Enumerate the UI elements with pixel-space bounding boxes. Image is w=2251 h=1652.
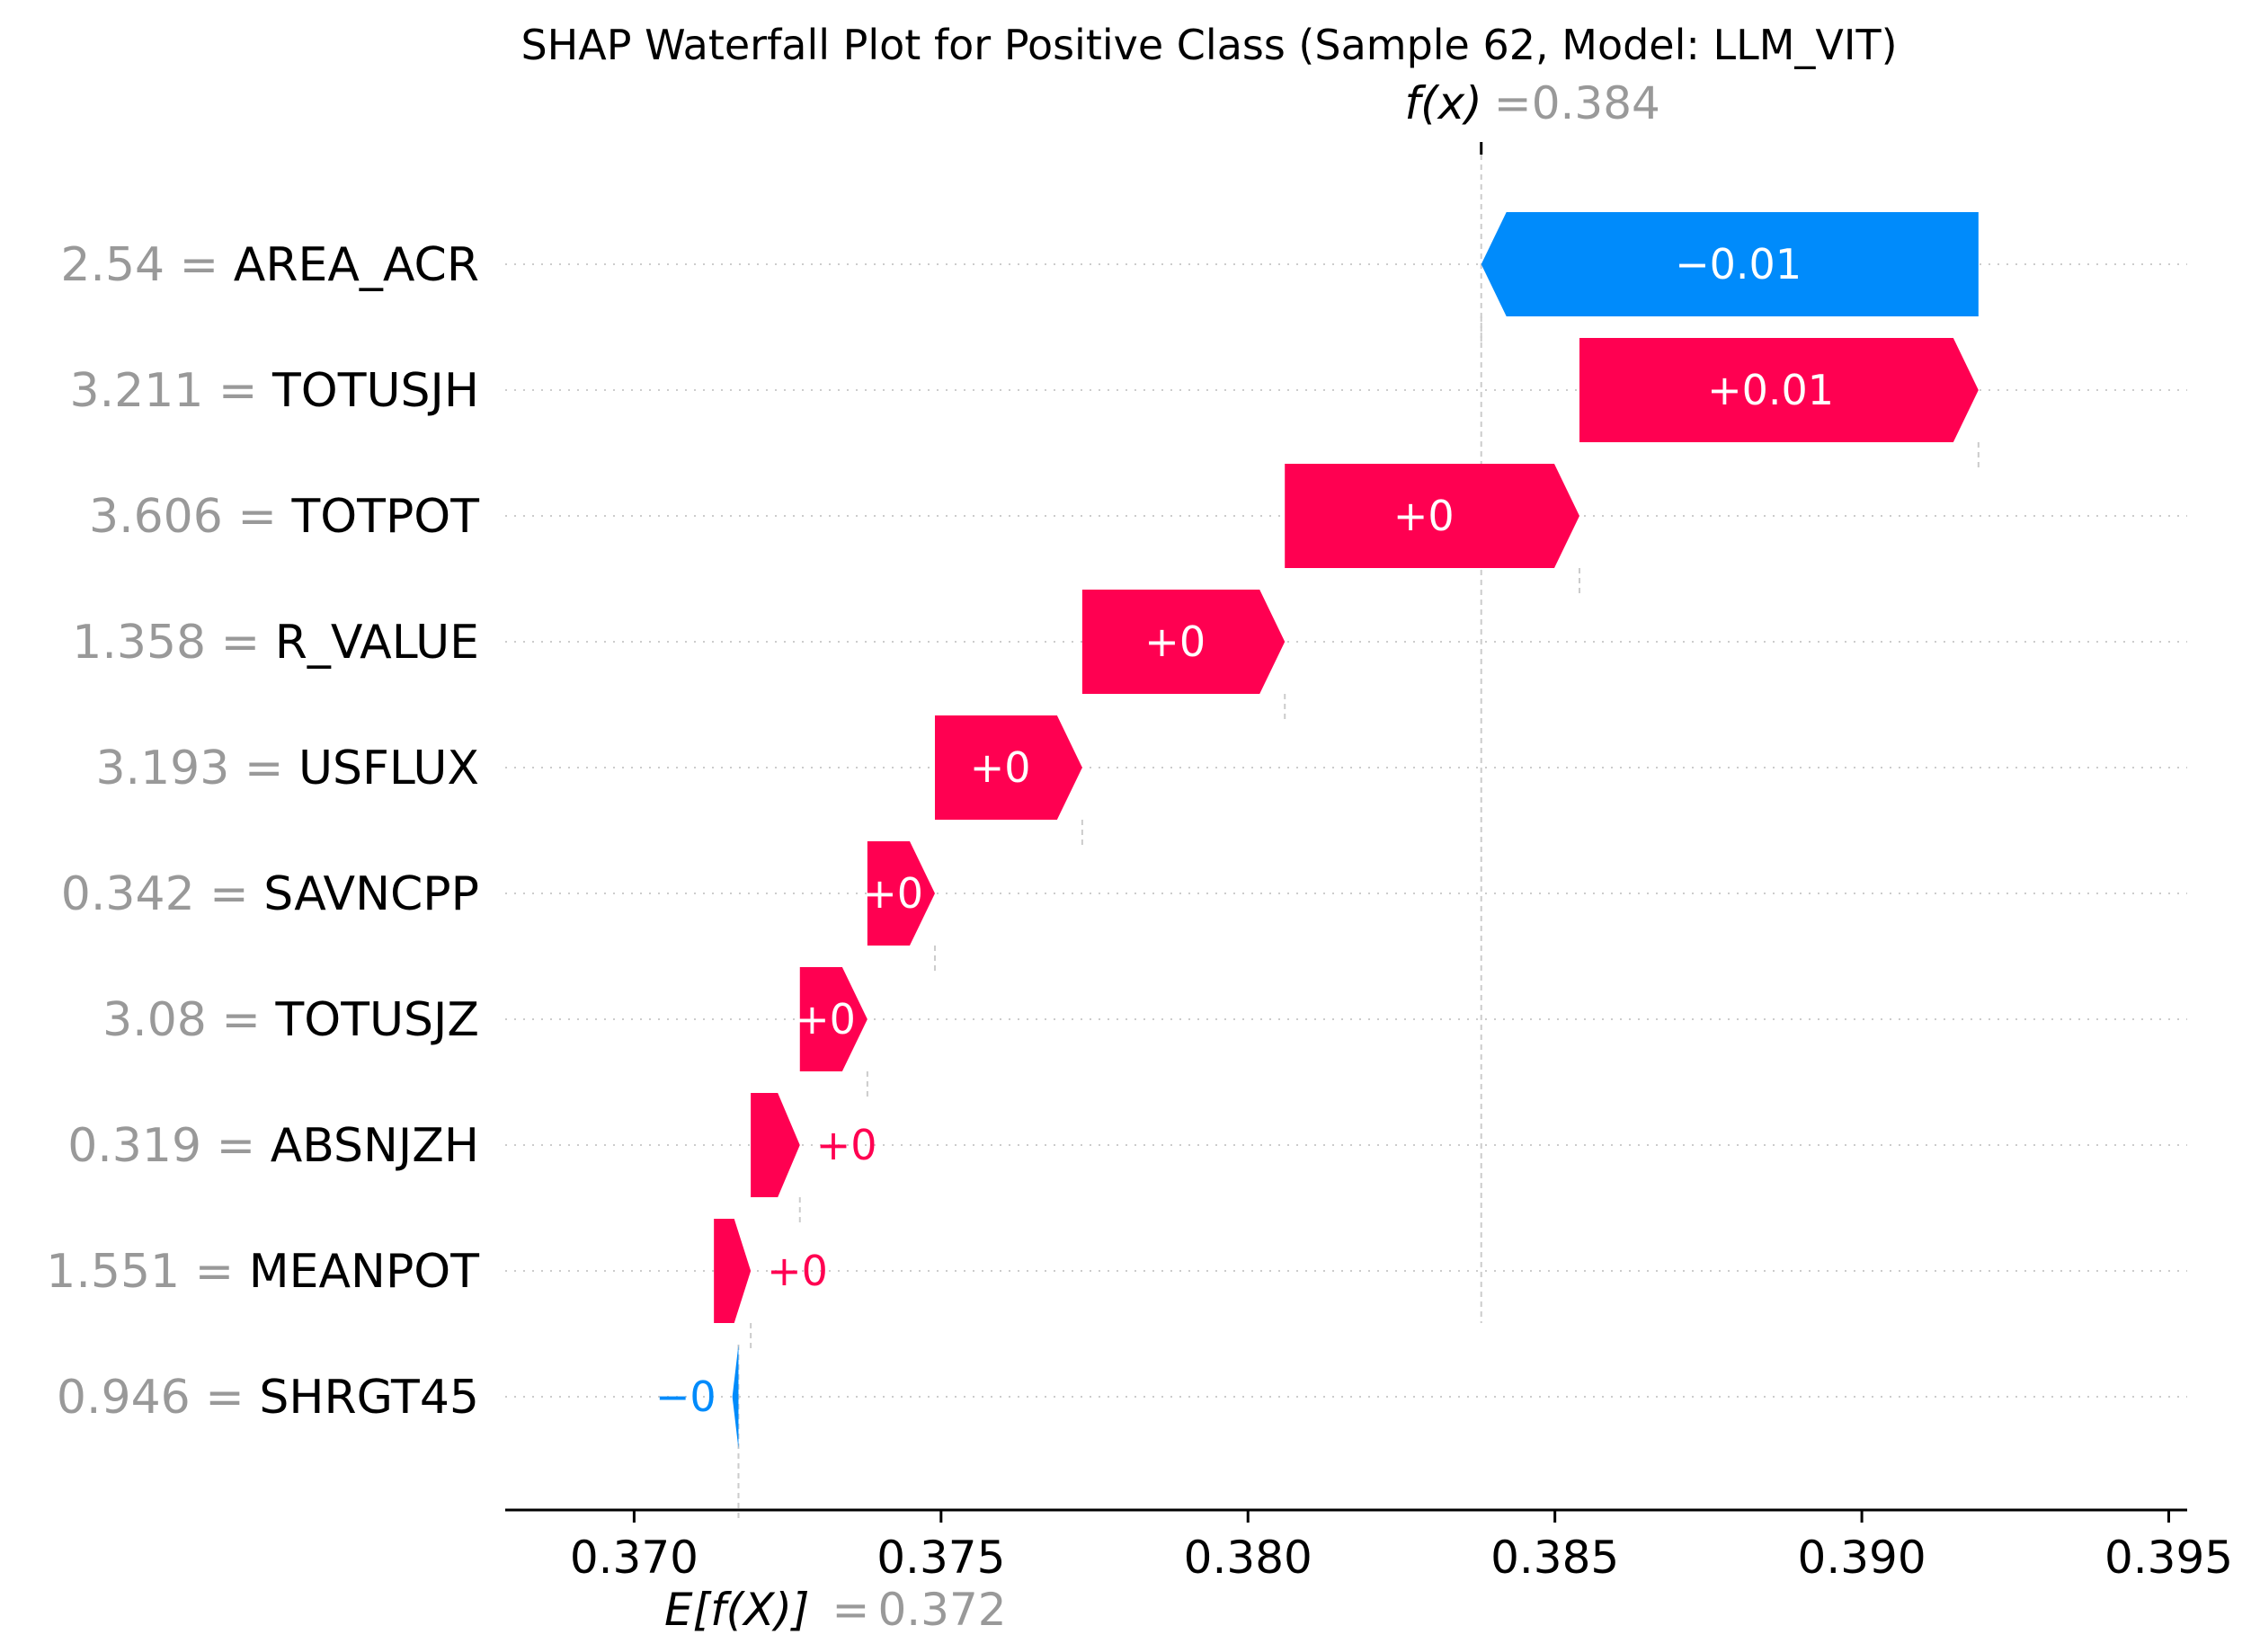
bar-value-label: +0 bbox=[862, 869, 923, 918]
bar-value-label: +0 bbox=[1144, 617, 1206, 666]
bar-value-label: +0 bbox=[795, 995, 856, 1044]
efx-label: E[f(X)] bbox=[664, 1584, 809, 1636]
feature-value: 2.54 = bbox=[60, 238, 233, 292]
chart-title: SHAP Waterfall Plot for Positive Class (… bbox=[520, 21, 1897, 69]
bar-value-label: +0.01 bbox=[1707, 366, 1834, 414]
feature-label-absnjzh: 0.319 = ABSNJZH bbox=[67, 1119, 479, 1173]
bar-usflux bbox=[934, 715, 1082, 820]
feature-name: MEANPOT bbox=[249, 1245, 479, 1299]
bar-totusjh bbox=[1579, 338, 1979, 442]
bar-r_value bbox=[1081, 590, 1286, 694]
feature-value: 1.551 = bbox=[46, 1245, 249, 1299]
feature-value: 0.342 = bbox=[61, 867, 264, 921]
x-tick-label: 0.370 bbox=[570, 1532, 698, 1584]
fx-annotation: f(x) = 0.384 bbox=[1405, 77, 1660, 129]
fx-label: f(x) bbox=[1405, 77, 1482, 129]
x-tick-label: 0.380 bbox=[1184, 1532, 1312, 1584]
feature-name: TOTPOT bbox=[290, 490, 479, 544]
bar-value-label: −0.01 bbox=[1675, 240, 1802, 289]
fx-value: 0.384 bbox=[1532, 77, 1660, 129]
feature-name: R_VALUE bbox=[275, 616, 479, 670]
feature-label-totusjh: 3.211 = TOTUSJH bbox=[70, 364, 479, 418]
bar-value-label: −0 bbox=[655, 1372, 716, 1421]
x-tick-label: 0.395 bbox=[2104, 1532, 2233, 1584]
bar-value-label: +0 bbox=[816, 1121, 877, 1169]
feature-name: TOTUSJZ bbox=[275, 993, 479, 1047]
feature-label-meanpot: 1.551 = MEANPOT bbox=[46, 1245, 479, 1299]
feature-value: 0.946 = bbox=[57, 1371, 260, 1425]
feature-label-savncpp: 0.342 = SAVNCPP bbox=[61, 867, 479, 921]
bar-value-label: +0 bbox=[1393, 492, 1455, 540]
feature-name: USFLUX bbox=[298, 742, 479, 795]
feature-label-r_value: 1.358 = R_VALUE bbox=[72, 616, 479, 670]
feature-value: 3.606 = bbox=[89, 490, 292, 544]
feature-label-area_acr: 2.54 = AREA_ACR bbox=[60, 238, 479, 292]
x-tick-label: 0.390 bbox=[1798, 1532, 1926, 1584]
feature-label-totusjz: 3.08 = TOTUSJZ bbox=[102, 993, 479, 1047]
feature-label-totpot: 3.606 = TOTPOT bbox=[89, 490, 479, 544]
x-tick-label: 0.385 bbox=[1490, 1532, 1619, 1584]
feature-value: 3.211 = bbox=[70, 364, 273, 418]
feature-value: 3.193 = bbox=[95, 742, 298, 795]
fx-equals-sign: = bbox=[1494, 77, 1532, 129]
feature-value: 3.08 = bbox=[102, 993, 275, 1047]
bar-absnjzh bbox=[751, 1093, 800, 1197]
waterfall-bars: −0.01 +0.01 +0 +0 +0 +0 +0 +0 +0 −0 bbox=[655, 212, 1979, 1449]
feature-name: TOTUSJH bbox=[271, 364, 479, 418]
bar-totusjz bbox=[799, 967, 867, 1071]
bar-value-label: +0 bbox=[970, 743, 1031, 792]
feature-name: SAVNCPP bbox=[263, 867, 479, 921]
feature-value: 1.358 = bbox=[72, 616, 275, 670]
bar-totpot bbox=[1285, 464, 1579, 568]
efx-value: 0.372 bbox=[877, 1584, 1006, 1636]
bar-meanpot bbox=[714, 1219, 752, 1323]
feature-name: AREA_ACR bbox=[234, 238, 479, 292]
feature-name: ABSNJZH bbox=[271, 1119, 479, 1173]
feature-labels: 2.54 = AREA_ACR 3.211 = TOTUSJH 3.606 = TO… bbox=[46, 238, 479, 1425]
feature-value: 0.319 = bbox=[67, 1119, 271, 1173]
bar-shrgt45 bbox=[732, 1345, 739, 1449]
efx-annotation: E[f(X)] = 0.372 bbox=[664, 1584, 1007, 1636]
bar-value-label: +0 bbox=[767, 1247, 828, 1295]
feature-name: SHRGT45 bbox=[259, 1371, 479, 1425]
x-tick-label: 0.375 bbox=[876, 1532, 1005, 1584]
feature-label-shrgt45: 0.946 = SHRGT45 bbox=[57, 1371, 479, 1425]
x-axis: 0.370 0.375 0.380 0.385 0.390 0.395 bbox=[505, 1508, 2233, 1584]
bar-area_acr bbox=[1481, 212, 1979, 316]
feature-label-usflux: 3.193 = USFLUX bbox=[95, 742, 479, 795]
efx-equals-sign: = bbox=[832, 1584, 869, 1636]
bar-savncpp bbox=[867, 841, 935, 946]
